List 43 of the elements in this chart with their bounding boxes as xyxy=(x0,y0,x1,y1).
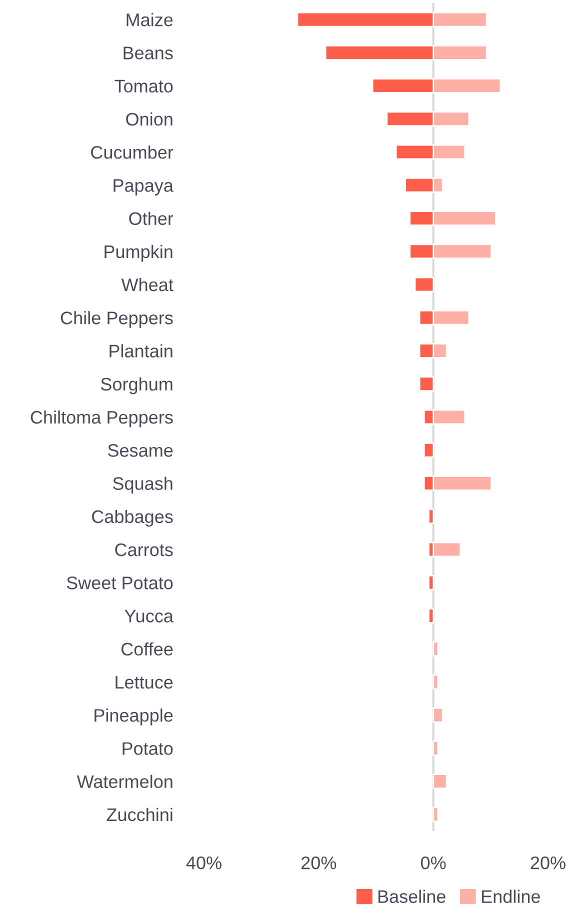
y-tick-label: Onion xyxy=(126,112,172,126)
x-tick-label: 20% xyxy=(302,856,336,870)
bar xyxy=(432,641,439,656)
x-tick-label: 20% xyxy=(530,856,566,870)
bar xyxy=(432,806,439,822)
y-tick-label: Cucumber xyxy=(91,146,174,159)
y-tick-label: Plantain xyxy=(110,344,172,358)
y-tick-label: Sweet Potato xyxy=(66,576,173,590)
x-tick-label: 40% xyxy=(186,856,222,870)
y-tick-label: Cabbages xyxy=(92,510,173,527)
bar xyxy=(418,376,434,392)
bar xyxy=(432,707,444,723)
y-tick-label: Wheat xyxy=(121,278,174,292)
bar xyxy=(432,740,439,756)
y-tick-label: Tomato xyxy=(114,80,173,93)
bar xyxy=(432,674,439,690)
y-tick-label: Pineapple xyxy=(94,708,173,726)
y-tick-label: Sorghum xyxy=(101,377,172,394)
legend-label: Endline xyxy=(482,890,540,904)
y-tick-label: Coffee xyxy=(121,642,173,656)
bar xyxy=(428,508,434,524)
y-tick-label: Chile Peppers xyxy=(60,311,173,328)
y-tick-label: Watermelon xyxy=(76,774,172,788)
y-tick-label: Maize xyxy=(126,13,173,26)
bar xyxy=(423,442,434,458)
bar xyxy=(432,774,448,789)
y-tick-label: Carrots xyxy=(115,543,173,556)
y-tick-label: Sesame xyxy=(108,444,173,457)
y-tick-label: Zucchini xyxy=(106,808,172,822)
y-tick-label: Papaya xyxy=(114,179,174,196)
y-tick-label: Chiltoma Peppers xyxy=(30,410,173,428)
y-tick-label: Squash xyxy=(113,476,172,494)
x-tick-label: 0% xyxy=(420,856,446,870)
bar xyxy=(414,276,434,292)
y-tick-label: Beans xyxy=(124,46,173,60)
bar xyxy=(428,574,434,590)
y-tick-label: Other xyxy=(129,212,174,225)
legend-label: Baseline xyxy=(378,890,446,904)
y-tick-label: Pumpkin xyxy=(104,244,172,262)
y-tick-label: Yucca xyxy=(124,610,174,622)
y-tick-label: Lettuce xyxy=(116,676,173,689)
y-tick-label: Potato xyxy=(122,742,173,755)
bar xyxy=(428,608,434,624)
